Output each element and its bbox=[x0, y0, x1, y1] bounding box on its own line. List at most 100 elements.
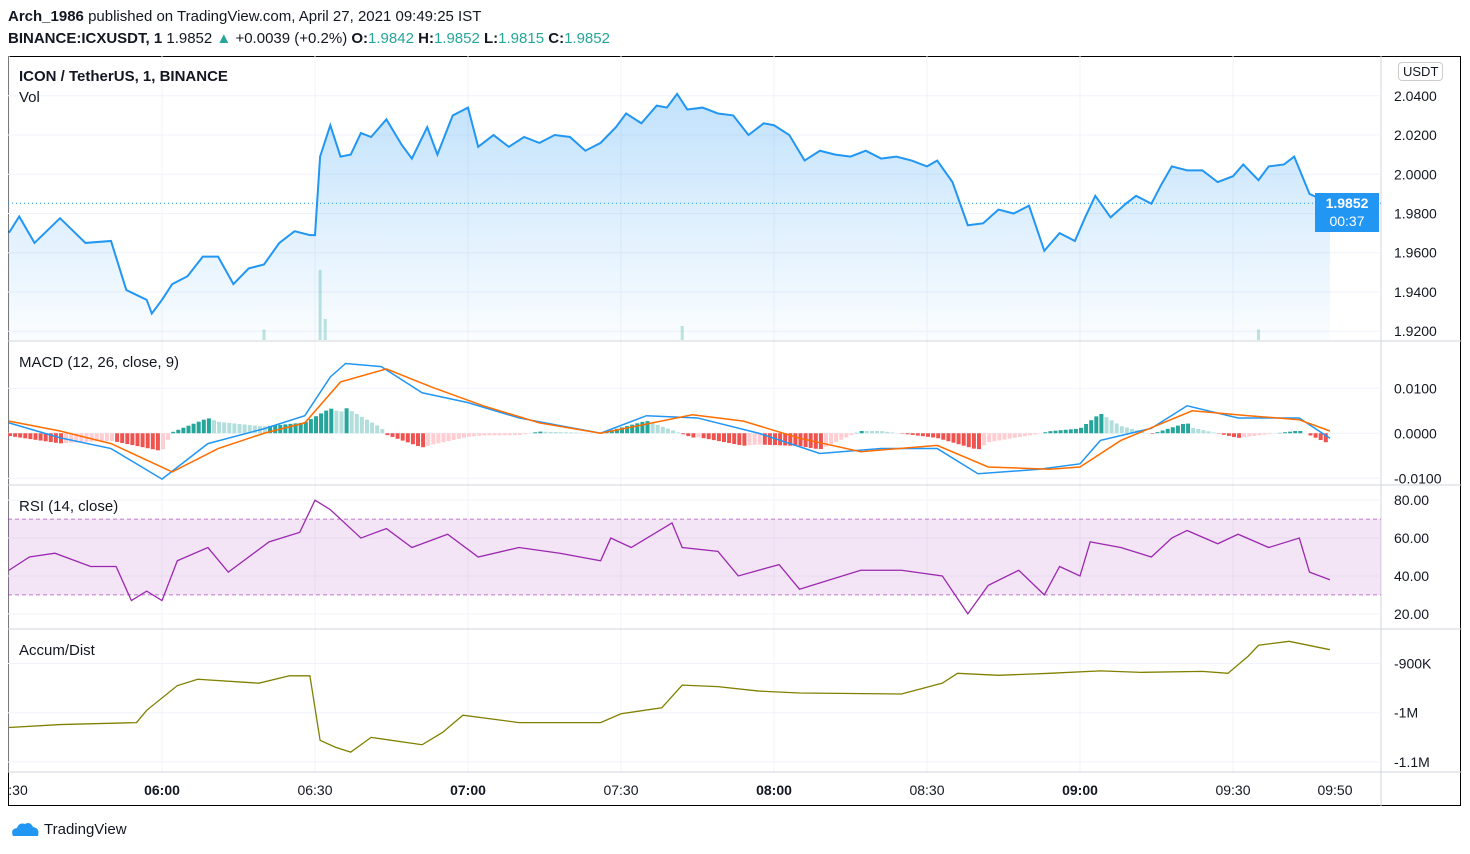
macd-histogram-bar bbox=[691, 433, 696, 438]
macd-histogram-bar bbox=[977, 433, 981, 450]
macd-histogram-bar bbox=[354, 414, 359, 434]
macd-histogram-bar bbox=[441, 433, 446, 443]
macd-histogram-bar bbox=[497, 433, 502, 436]
macd-histogram-bar bbox=[1242, 433, 1247, 438]
macd-histogram-bar bbox=[992, 433, 997, 442]
macd-histogram-bar bbox=[1196, 429, 1201, 434]
macd-histogram-bar bbox=[722, 433, 726, 443]
y-tick-label: 80.00 bbox=[1394, 492, 1429, 508]
macd-histogram-bar bbox=[293, 423, 298, 434]
macd-histogram-bar bbox=[186, 425, 191, 434]
time-tick-label: 08:30 bbox=[909, 782, 944, 798]
macd-histogram-bar bbox=[390, 433, 395, 437]
macd-histogram-bar bbox=[518, 433, 522, 435]
macd-histogram-bar bbox=[1124, 427, 1129, 434]
macd-histogram-bar bbox=[227, 422, 232, 434]
macd-histogram-bar bbox=[1293, 431, 1298, 434]
macd-histogram-bar bbox=[1012, 433, 1017, 438]
macd-histogram-bar bbox=[242, 424, 247, 434]
macd-histogram-bar bbox=[110, 433, 114, 441]
macd-histogram-bar bbox=[788, 433, 793, 446]
macd-histogram-bar bbox=[834, 433, 839, 443]
macd-histogram-bar bbox=[512, 433, 517, 436]
macd-histogram-bar bbox=[737, 433, 742, 445]
macd-histogram-bar bbox=[793, 433, 798, 446]
publish-line: Arch_1986 published on TradingView.com, … bbox=[8, 8, 481, 25]
macd-histogram-bar bbox=[706, 433, 711, 440]
macd-histogram-bar bbox=[365, 419, 369, 434]
macd-histogram-bar bbox=[191, 423, 196, 434]
macd-histogram-bar bbox=[23, 433, 28, 439]
cloud-icon bbox=[12, 823, 39, 836]
currency-badge[interactable]: USDT bbox=[1398, 62, 1444, 81]
macd-histogram-bar bbox=[1048, 431, 1053, 434]
macd-histogram-bar bbox=[1017, 433, 1022, 438]
macd-histogram-bar bbox=[864, 431, 869, 434]
macd-histogram-bar bbox=[1160, 430, 1165, 434]
macd-histogram-bar bbox=[395, 433, 400, 439]
triangle-up-icon: ▲ bbox=[216, 30, 232, 47]
macd-histogram-bar bbox=[1257, 433, 1262, 436]
macd-histogram-bar bbox=[33, 433, 38, 440]
macd-histogram-bar bbox=[472, 433, 477, 437]
low-value: 1.9815 bbox=[498, 30, 545, 47]
time-tick-label: 09:50 bbox=[1317, 782, 1352, 798]
macd-histogram-bar bbox=[130, 433, 135, 446]
macd-histogram-bar bbox=[161, 433, 165, 450]
macd-histogram-bar bbox=[237, 423, 242, 434]
macd-histogram-bar bbox=[533, 432, 538, 434]
y-tick-label: -900K bbox=[1394, 655, 1432, 671]
y-tick-label: 2.0400 bbox=[1394, 88, 1437, 104]
y-tick-label: 60.00 bbox=[1394, 530, 1429, 546]
macd-histogram-bar bbox=[1002, 433, 1007, 440]
macd-histogram-bar bbox=[268, 425, 273, 434]
macd-histogram-bar bbox=[767, 433, 772, 445]
macd-histogram-bar bbox=[1033, 433, 1038, 435]
price-pane-title: ICON / TetherUS, 1, BINANCE bbox=[19, 68, 228, 85]
macd-histogram-bar bbox=[859, 431, 864, 434]
macd-title: MACD (12, 26, close, 9) bbox=[19, 354, 180, 371]
macd-histogram-bar bbox=[477, 433, 482, 436]
last-price-label: 1.9852 00:37 bbox=[1315, 193, 1379, 233]
macd-histogram-bar bbox=[818, 433, 823, 449]
macd-histogram-bar bbox=[1007, 433, 1012, 439]
macd-histogram-bar bbox=[951, 433, 956, 443]
signal-line bbox=[8, 368, 1331, 473]
macd-histogram-bar bbox=[64, 433, 69, 444]
author[interactable]: Arch_1986 bbox=[8, 8, 84, 25]
macd-histogram-bar bbox=[1119, 426, 1124, 434]
macd-histogram-bar bbox=[232, 423, 237, 434]
volume-bar bbox=[1257, 329, 1260, 340]
macd-histogram-bar bbox=[742, 433, 747, 446]
macd-histogram-bar bbox=[252, 425, 257, 434]
macd-histogram-bar bbox=[701, 433, 706, 439]
macd-histogram-bar bbox=[370, 422, 375, 434]
macd-histogram-bar bbox=[1073, 428, 1078, 434]
y-tick-label: -1.1M bbox=[1394, 754, 1430, 770]
macd-histogram-bar bbox=[94, 433, 99, 442]
macd-histogram-bar bbox=[553, 432, 558, 434]
macd-histogram-bar bbox=[446, 433, 451, 442]
macd-histogram-bar bbox=[247, 425, 252, 434]
tradingview-logo[interactable]: TradingView bbox=[10, 820, 127, 838]
macd-histogram-bar bbox=[140, 433, 145, 448]
macd-histogram-bar bbox=[120, 433, 125, 443]
macd-histogram-bar bbox=[839, 433, 844, 440]
macd-histogram-bar bbox=[334, 410, 339, 434]
macd-histogram-bar bbox=[104, 433, 109, 441]
macd-histogram-bar bbox=[1298, 430, 1303, 434]
macd-histogram-bar bbox=[115, 433, 120, 442]
macd-histogram-bar bbox=[987, 433, 992, 443]
macd-histogram-bar bbox=[201, 419, 206, 434]
macd-histogram-bar bbox=[492, 433, 497, 436]
change: +0.0039 (+0.2%) bbox=[235, 30, 348, 47]
macd-histogram-bar bbox=[329, 408, 334, 434]
y-tick-label: 2.0200 bbox=[1394, 127, 1437, 143]
volume-bar bbox=[318, 270, 322, 340]
macd-histogram-bar bbox=[956, 433, 961, 445]
macd-histogram-bar bbox=[222, 422, 227, 434]
macd-histogram-bar bbox=[681, 433, 686, 435]
macd-histogram-bar bbox=[1201, 430, 1206, 434]
y-tick-label: 20.00 bbox=[1394, 606, 1429, 622]
